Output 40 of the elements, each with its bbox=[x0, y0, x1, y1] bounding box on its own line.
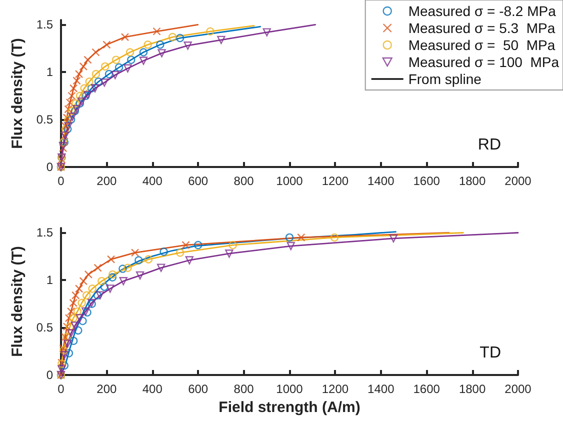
y-tick-label: 1.5 bbox=[36, 18, 54, 32]
x-tick-label: 1000 bbox=[276, 174, 304, 188]
x-tick-label: 1200 bbox=[322, 174, 349, 188]
legend-label: Measured σ = 5.3 MPa bbox=[408, 20, 556, 36]
y-tick-label: 1 bbox=[46, 65, 54, 80]
annotation: TD bbox=[480, 344, 501, 362]
x-tick-label: 2000 bbox=[504, 382, 532, 396]
y-tick-label: 1.5 bbox=[36, 226, 54, 240]
y-tick-label: 0.5 bbox=[36, 112, 54, 127]
x-tick-label: 2000 bbox=[504, 174, 532, 188]
x-tick-label: 1200 bbox=[322, 382, 349, 396]
legend-label: From spline bbox=[408, 71, 482, 87]
x-tick-label: 200 bbox=[96, 382, 118, 396]
x-tick-label: 200 bbox=[96, 174, 118, 188]
x-tick-label: 800 bbox=[234, 382, 254, 396]
annotation: RD bbox=[478, 136, 501, 154]
x-tick-label: 1000 bbox=[276, 382, 304, 396]
x-tick-label: 800 bbox=[234, 174, 254, 188]
legend-label: Measured σ = 100 MPa bbox=[408, 54, 560, 70]
x-tick-label: 600 bbox=[188, 174, 208, 188]
x-tick-label: 400 bbox=[142, 382, 163, 396]
x-tick-label: 1400 bbox=[368, 382, 395, 396]
y-axis-title: Flux density (T) bbox=[9, 38, 26, 149]
x-tick-label: 400 bbox=[142, 174, 163, 188]
x-tick-label: 1600 bbox=[413, 382, 440, 396]
y-tick-label: 0 bbox=[46, 160, 54, 174]
x-tick-label: 1800 bbox=[458, 382, 486, 396]
x-axis-title: Field strength (A/m) bbox=[218, 399, 360, 416]
y-tick-label: 0 bbox=[46, 368, 54, 382]
y-axis-title: Flux density (T) bbox=[9, 246, 26, 357]
x-tick-label: 0 bbox=[58, 174, 65, 188]
legend-label: Measured σ = -8.2 MPa bbox=[408, 3, 556, 19]
y-tick-label: 0.5 bbox=[36, 320, 54, 335]
x-tick-label: 600 bbox=[188, 382, 208, 396]
y-tick-label: 1 bbox=[46, 273, 54, 288]
legend-label: Measured σ = 50 MPa bbox=[408, 37, 556, 53]
x-tick-label: 1400 bbox=[368, 174, 395, 188]
x-tick-label: 0 bbox=[58, 382, 65, 396]
x-tick-label: 1600 bbox=[413, 174, 440, 188]
x-tick-label: 1800 bbox=[458, 174, 486, 188]
